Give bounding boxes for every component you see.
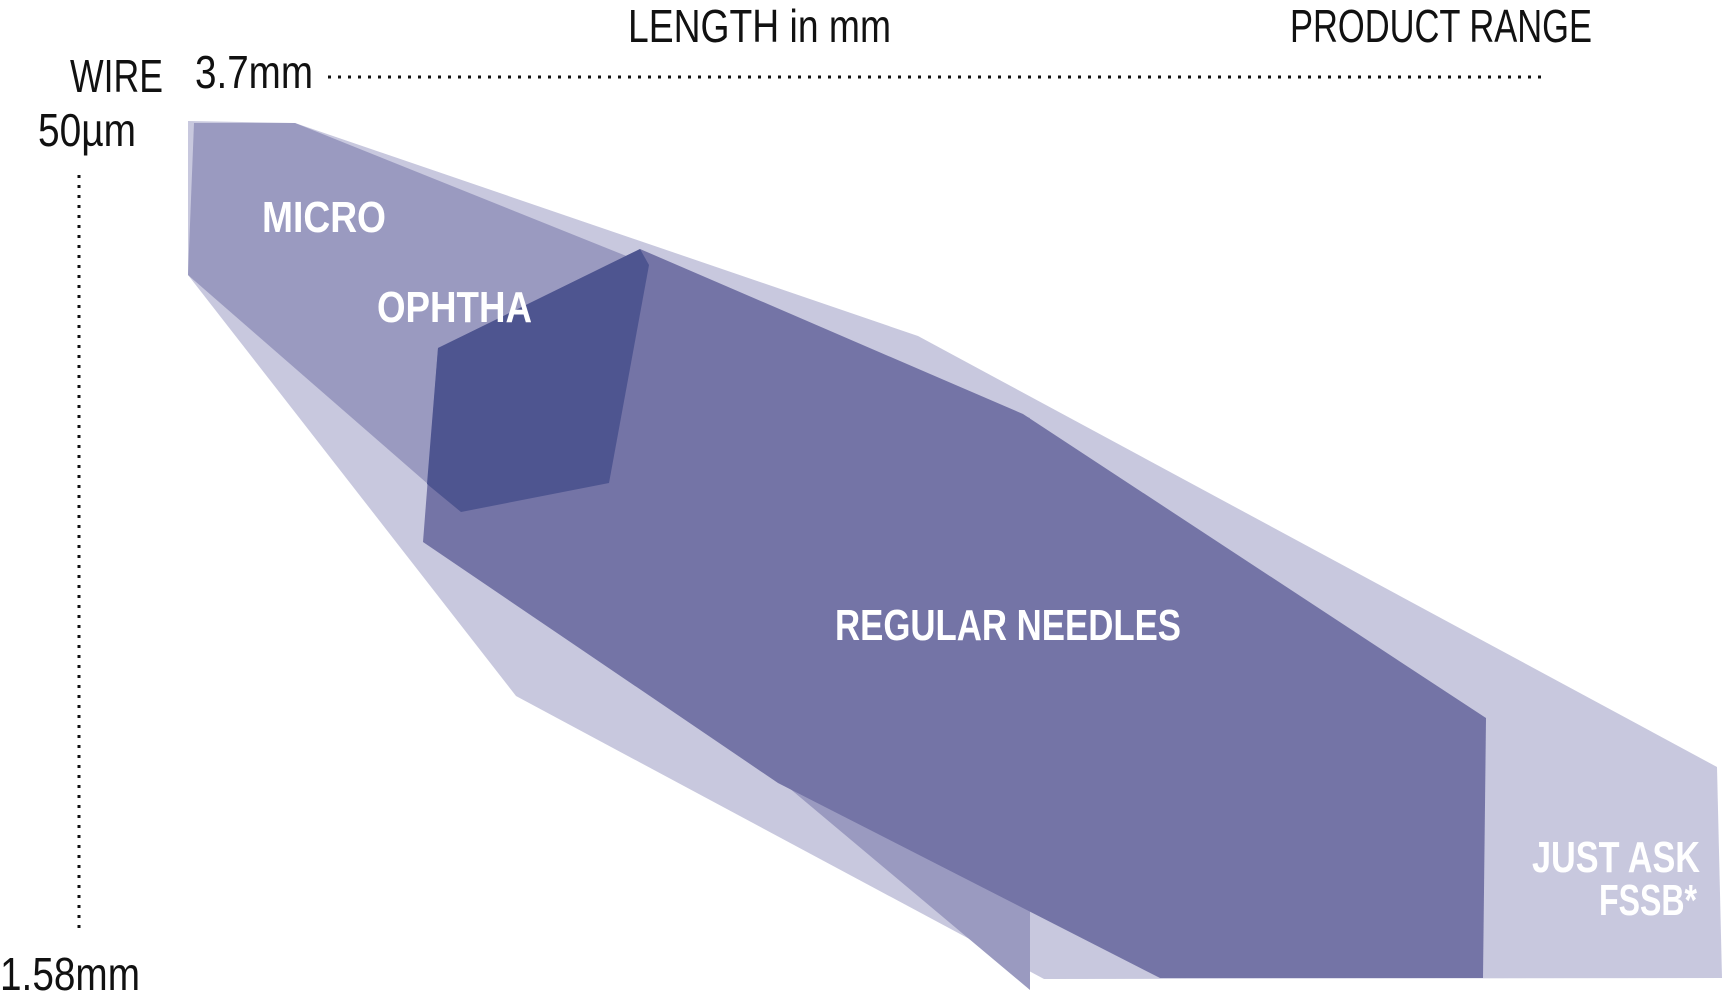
length-axis-title: LENGTH in mm: [628, 0, 891, 52]
just-ask-label-line2: FSSB*: [1599, 876, 1698, 925]
wire-end-label: 1.58mm: [0, 948, 140, 1000]
regular-needles-region: [423, 249, 1486, 978]
wire-label: WIRE: [70, 50, 163, 102]
product-range-title: PRODUCT RANGE: [1290, 0, 1592, 52]
length-start-label: 3.7mm: [195, 46, 313, 98]
regular-needles-label: REGULAR NEEDLES: [835, 601, 1181, 650]
wire-start-label: 50µm: [38, 104, 136, 156]
just-ask-label-line1: JUST ASK: [1532, 833, 1700, 882]
ophtha-region: [427, 249, 649, 512]
micro-label: MICRO: [262, 193, 386, 242]
ophtha-label: OPHTHA: [377, 283, 532, 332]
